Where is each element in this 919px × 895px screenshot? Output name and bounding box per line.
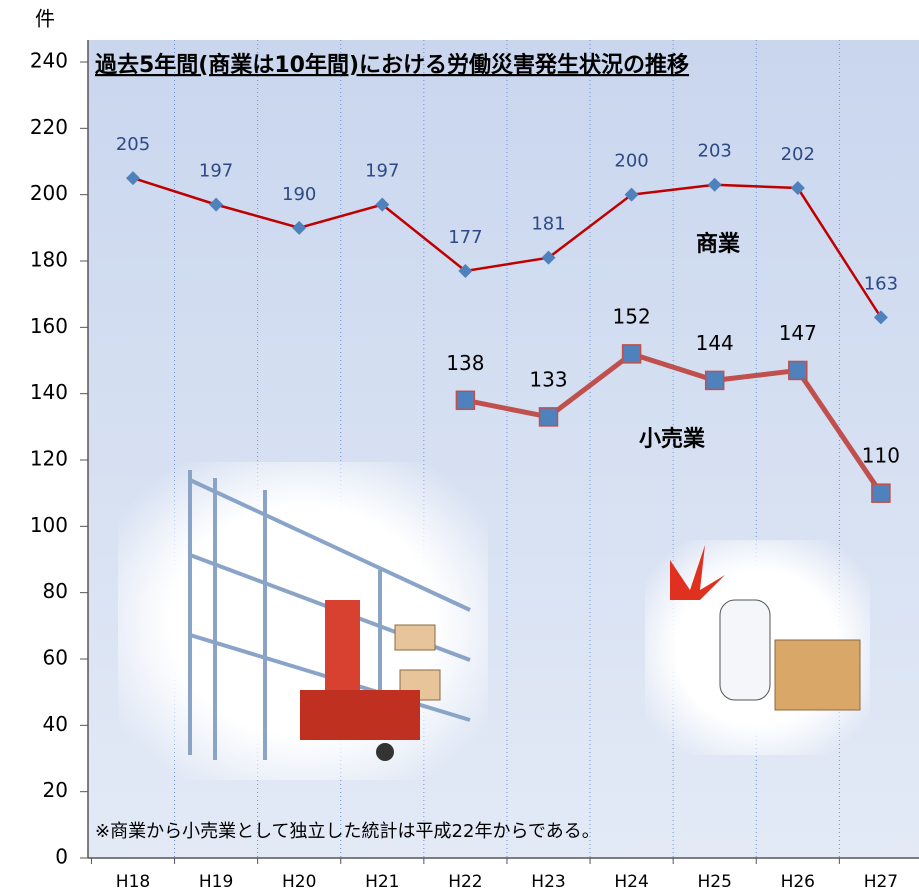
y-tick-label: 40 — [43, 712, 68, 736]
forklift-body — [300, 690, 420, 740]
y-tick-label: 100 — [30, 513, 68, 537]
marker — [456, 391, 474, 409]
series-label: 小売業 — [639, 426, 706, 452]
marker — [872, 484, 890, 502]
x-tick-label: H19 — [199, 872, 233, 892]
y-tick-label: 20 — [43, 778, 68, 802]
y-tick-label: 80 — [43, 579, 68, 603]
y-tick-label: 240 — [30, 49, 68, 73]
chart-title: 過去5年間(商業は10年間)における労働災害発生状況の推移 — [95, 52, 689, 78]
x-tick-label: H23 — [531, 872, 565, 892]
box — [775, 640, 860, 710]
person — [720, 600, 770, 700]
note: ※商業から小売業として独立した統計は平成22年からである。 — [95, 821, 600, 842]
data-label: 205 — [116, 134, 150, 155]
data-label: 138 — [446, 351, 484, 375]
y-tick-label: 200 — [30, 181, 68, 205]
data-label: 133 — [529, 367, 567, 391]
x-tick-label: H21 — [365, 872, 399, 892]
chart: 件 過去5年間(商業は10年間)における労働災害発生状況の推移 ※商業から小売業… — [0, 0, 919, 895]
data-label: 163 — [864, 273, 898, 294]
data-label: 177 — [448, 227, 482, 248]
y-tick-label: 140 — [30, 380, 68, 404]
x-tick-label: H24 — [614, 872, 648, 892]
data-label: 203 — [698, 141, 732, 162]
box — [395, 625, 435, 650]
x-tick-label: H20 — [282, 872, 316, 892]
x-tick-label: H27 — [864, 872, 898, 892]
series-label: 商業 — [696, 231, 741, 257]
marker — [540, 408, 558, 426]
wheel — [376, 743, 394, 761]
data-label: 190 — [282, 184, 316, 205]
data-label: 152 — [613, 304, 651, 328]
x-tick-label: H26 — [781, 872, 815, 892]
data-label: 202 — [781, 144, 815, 165]
marker — [706, 371, 724, 389]
data-label: 144 — [696, 331, 734, 355]
y-unit: 件 — [35, 7, 55, 31]
marker — [789, 361, 807, 379]
x-tick-label: H25 — [697, 872, 731, 892]
data-label: 197 — [199, 161, 233, 182]
data-label: 197 — [365, 161, 399, 182]
y-tick-label: 120 — [30, 447, 68, 471]
y-tick-label: 60 — [43, 646, 68, 670]
y-tick-label: 160 — [30, 314, 68, 338]
data-label: 200 — [614, 151, 648, 172]
y-tick-label: 0 — [55, 845, 68, 869]
marker — [623, 345, 641, 363]
data-label: 110 — [862, 444, 900, 468]
data-label: 147 — [779, 321, 817, 345]
data-label: 181 — [531, 214, 565, 235]
y-tick-label: 220 — [30, 115, 68, 139]
y-tick-label: 180 — [30, 248, 68, 272]
x-tick-label: H18 — [116, 872, 150, 892]
x-tick-label: H22 — [448, 872, 482, 892]
